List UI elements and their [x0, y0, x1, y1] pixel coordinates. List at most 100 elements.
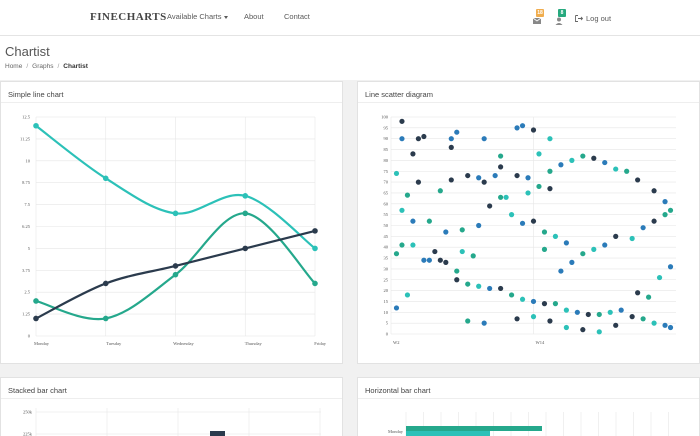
breadcrumb-home[interactable]: Home	[5, 63, 23, 70]
y-tick-label: Monday	[388, 429, 404, 434]
scatter-point	[476, 175, 482, 181]
stacked-bar-panel: Stacked bar chart 250k 225k	[0, 377, 343, 436]
scatter-point	[563, 240, 569, 246]
scatter-point	[459, 248, 465, 255]
scatter-point	[640, 316, 646, 322]
scatter-point	[437, 188, 443, 194]
y-tick-label: 75	[384, 169, 389, 174]
y-tick-label: 2.5	[24, 290, 30, 295]
y-tick-label: 80	[384, 158, 389, 163]
panel-divider	[358, 398, 699, 399]
scatter-point	[635, 177, 641, 183]
horizontal-bar-chart: Monday	[388, 412, 669, 436]
y-tick-label: 6.25	[22, 224, 31, 229]
data-point	[312, 228, 318, 234]
x-tick-label: Tuesday	[106, 341, 122, 346]
y-tick-label: 45	[384, 234, 389, 239]
nav-about[interactable]: About	[244, 12, 264, 21]
scatter-point	[591, 246, 597, 252]
y-tick-label: 12.5	[22, 115, 31, 120]
user-icon	[555, 17, 563, 25]
y-tick-label: 1.25	[22, 312, 31, 317]
y-tick-label: 50	[384, 223, 389, 228]
y-tick-label: 65	[384, 190, 389, 195]
envelope-icon	[532, 17, 542, 24]
scatter-point	[569, 157, 575, 163]
scatter-chart-panel: Line scatter diagram 0 5 10 15 20 25 30 35 40 45 5…	[357, 81, 700, 364]
scatter-point	[574, 309, 580, 315]
scatter-point	[602, 242, 608, 248]
scatter-point	[498, 164, 504, 170]
scatter-point	[585, 311, 591, 318]
users-button[interactable]: 8	[554, 9, 566, 25]
scatter-point	[656, 274, 663, 281]
scatter-point	[547, 136, 553, 142]
panel-divider	[1, 102, 342, 103]
x-tick-label: Thursday	[245, 341, 263, 346]
scatter-point	[536, 151, 542, 157]
scatter-point	[541, 229, 548, 235]
data-point	[172, 263, 179, 269]
messages-button[interactable]: 18	[532, 9, 544, 25]
breadcrumb-graphs[interactable]: Graphs	[32, 63, 54, 70]
panel-title-horizontal: Horizontal bar chart	[365, 386, 431, 395]
data-point	[102, 280, 109, 287]
y-tick-label: 250k	[23, 410, 33, 415]
scatter-point	[624, 168, 630, 174]
scatter-point	[580, 153, 586, 159]
y-tick-label: 30	[384, 266, 389, 271]
scatter-point	[432, 248, 438, 255]
scatter-point	[498, 194, 504, 200]
scatter-point	[448, 144, 454, 150]
scatter-point	[541, 301, 548, 307]
scatter-point	[393, 170, 400, 177]
scatter-point	[667, 264, 674, 270]
page-header	[0, 36, 700, 80]
nav-available-charts[interactable]: Available Charts	[167, 12, 229, 21]
scatter-point	[662, 199, 668, 205]
data-point	[242, 210, 249, 217]
horizontal-bar	[406, 431, 490, 436]
scatter-point	[476, 222, 482, 229]
scatter-point	[399, 136, 405, 142]
scatter-point	[443, 229, 449, 235]
y-tick-label: 35	[384, 256, 389, 261]
y-tick-label: 60	[384, 201, 389, 206]
scatter-point	[629, 314, 635, 320]
scatter-point	[470, 253, 476, 259]
panel-title-scatter: Line scatter diagram	[365, 90, 433, 99]
scatter-point	[580, 327, 586, 333]
data-point	[172, 210, 179, 217]
top-navbar: FINECHARTS Available Charts About Contac…	[0, 0, 700, 36]
scatter-point	[415, 179, 422, 185]
y-tick-label: 10	[384, 310, 389, 315]
scatter-point	[514, 316, 520, 322]
stacked-bar	[210, 431, 225, 436]
scatter-point	[536, 183, 542, 190]
data-point	[102, 175, 109, 182]
brand-logo[interactable]: FINECHARTS	[90, 11, 167, 23]
scatter-point	[410, 151, 416, 157]
panel-divider	[358, 102, 699, 103]
nav-contact[interactable]: Contact	[284, 12, 310, 21]
scatter-point	[596, 329, 602, 335]
scatter-point	[410, 242, 416, 248]
y-tick-label: 3.75	[22, 268, 31, 273]
data-point	[102, 315, 109, 322]
scatter-point	[465, 281, 471, 287]
scatter-point	[421, 133, 427, 140]
y-tick-label: 95	[384, 125, 389, 130]
y-tick-label: 0	[386, 332, 389, 337]
scatter-point	[503, 194, 509, 200]
scatter-point	[563, 307, 569, 313]
x-tick-label: Monday	[34, 341, 50, 346]
scatter-point	[651, 188, 657, 194]
scatter-point	[454, 268, 460, 274]
data-point	[33, 122, 39, 129]
scatter-point	[481, 179, 487, 185]
logout-link[interactable]: Log out	[575, 14, 611, 23]
data-point	[242, 245, 249, 252]
nav-available-charts-label: Available Charts	[167, 12, 222, 21]
scatter-point	[530, 127, 537, 133]
scatter-point	[530, 314, 537, 320]
